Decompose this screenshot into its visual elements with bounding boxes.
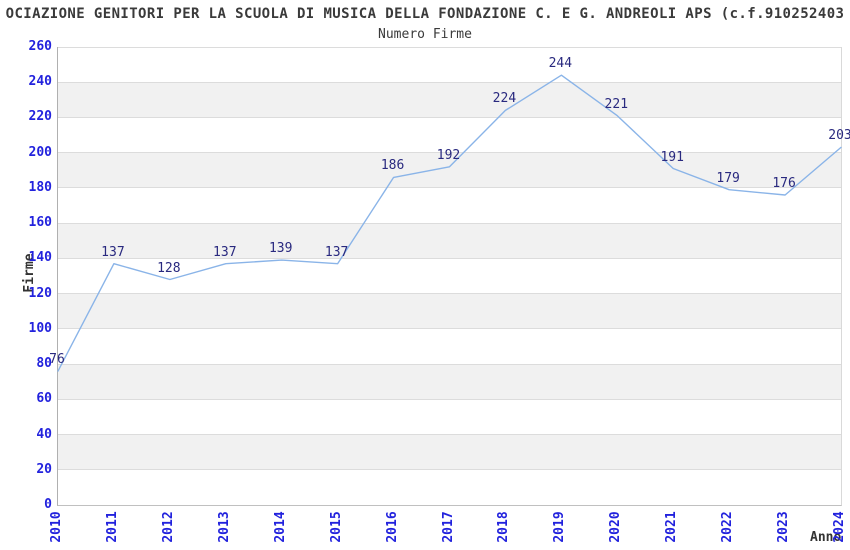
y-tick-label: 200 <box>28 144 52 160</box>
y-tick-label: 60 <box>36 391 52 407</box>
value-label: 244 <box>548 56 573 72</box>
y-tick-label: 80 <box>36 356 52 372</box>
y-tick-label: 140 <box>28 250 52 266</box>
y-tick-label: 240 <box>28 74 52 90</box>
x-tick-label: 2018 <box>496 511 512 543</box>
grid-band <box>58 364 841 400</box>
y-tick-label: 260 <box>28 39 52 54</box>
value-label: 203 <box>828 128 850 144</box>
grid-band <box>58 328 841 365</box>
grid-band <box>58 47 841 83</box>
grid-band <box>58 82 841 118</box>
line-series-svg <box>57 74 842 372</box>
y-tick-label: 0 <box>44 497 52 512</box>
value-label: 221 <box>604 96 629 112</box>
x-tick-label: 2015 <box>328 511 344 543</box>
plot-area <box>57 46 842 506</box>
chart-subtitle: Numero Firme <box>378 27 472 42</box>
value-label: 176 <box>772 175 796 191</box>
chart-title: OCIAZIONE GENITORI PER LA SCUOLA DI MUSI… <box>5 6 845 22</box>
x-axis-title: Anno <box>810 530 842 545</box>
grid-band <box>58 223 841 259</box>
y-tick-label: 40 <box>36 426 52 442</box>
gridline <box>58 222 841 224</box>
value-label: 128 <box>157 260 181 276</box>
grid-band <box>58 187 841 224</box>
x-tick-label: 2020 <box>608 511 624 543</box>
x-tick-label: 2021 <box>664 511 680 543</box>
x-tick-label: 2023 <box>776 511 792 543</box>
y-tick-label: 180 <box>28 179 52 195</box>
grid-band <box>58 434 841 470</box>
x-tick-label: 2024 <box>832 511 847 543</box>
y-tick-label: 220 <box>28 109 52 125</box>
y-tick-label: 20 <box>36 461 52 477</box>
grid-band <box>58 399 841 435</box>
value-label: 137 <box>101 244 125 260</box>
value-label: 191 <box>660 149 684 165</box>
value-label: 139 <box>268 241 293 257</box>
value-label: 137 <box>324 244 349 260</box>
value-label: 192 <box>436 147 461 163</box>
gridline <box>58 116 841 118</box>
gridline <box>58 152 841 154</box>
gridline <box>58 469 841 471</box>
gridline <box>58 257 841 259</box>
grid-band <box>58 117 841 153</box>
gridline <box>58 434 841 436</box>
x-tick-label: 2019 <box>552 511 568 543</box>
gridline <box>58 293 841 295</box>
gridline <box>58 81 841 83</box>
line-series <box>57 74 842 372</box>
x-tick-label: 2022 <box>720 511 736 543</box>
x-tick-label: 2012 <box>160 511 176 543</box>
gridline <box>58 187 841 189</box>
value-label: 137 <box>213 244 237 260</box>
y-tick-label: 120 <box>28 285 52 301</box>
value-label: 179 <box>716 170 740 186</box>
x-tick-label: 2016 <box>384 511 400 543</box>
x-tick-label: 2013 <box>216 511 232 543</box>
x-tick-label: 2011 <box>104 511 120 543</box>
grid-band <box>58 469 841 505</box>
gridline <box>58 363 841 365</box>
value-label: 76 <box>49 352 65 368</box>
grid-band <box>58 258 841 294</box>
gridline <box>58 328 841 330</box>
x-tick-label: 2014 <box>272 511 288 543</box>
value-label: 186 <box>380 158 405 174</box>
x-tick-label: 2017 <box>440 511 456 543</box>
y-tick-label: 100 <box>28 320 52 336</box>
gridline <box>58 46 841 48</box>
grid-band <box>58 293 841 329</box>
gridline <box>58 398 841 400</box>
x-tick-label: 2010 <box>49 511 64 543</box>
y-tick-label: 160 <box>28 215 52 231</box>
value-label: 224 <box>492 91 517 107</box>
